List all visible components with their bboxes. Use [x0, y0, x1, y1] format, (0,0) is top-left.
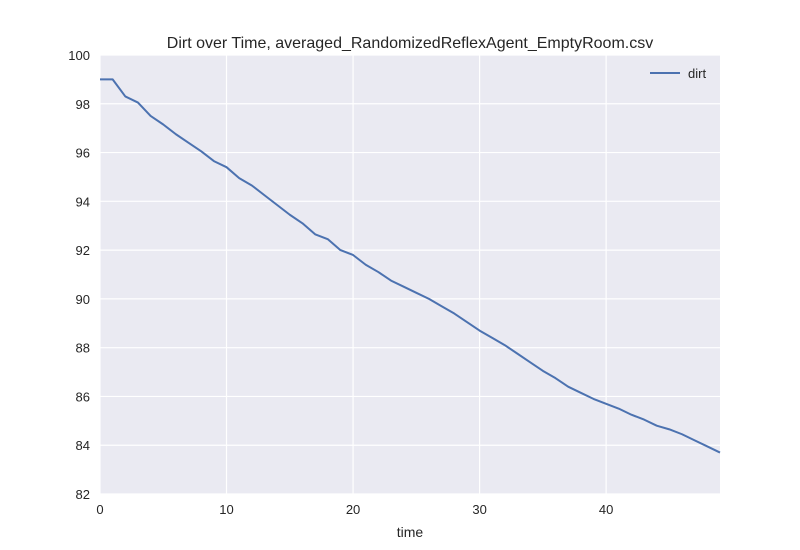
- plot-area: [100, 55, 720, 494]
- legend: dirt: [650, 66, 706, 81]
- chart-title: Dirt over Time, averaged_RandomizedRefle…: [167, 35, 653, 52]
- y-tick-label: 94: [76, 194, 90, 209]
- series-lines: [100, 78, 721, 454]
- y-tick-label: 96: [76, 146, 90, 161]
- x-tick-label: 0: [96, 502, 103, 517]
- x-axis-label: time: [397, 524, 424, 540]
- y-tick-label: 84: [76, 438, 90, 453]
- x-tick-label: 40: [599, 502, 613, 517]
- grid-lines: [99, 54, 720, 495]
- y-tick-label: 92: [76, 243, 90, 258]
- x-tick-labels: 0 10 20 30 40: [96, 502, 613, 517]
- y-tick-label: 86: [76, 389, 90, 404]
- x-tick-label: 10: [219, 502, 233, 517]
- y-tick-label: 98: [76, 97, 90, 112]
- y-tick-label: 100: [68, 48, 90, 63]
- legend-label-dirt: dirt: [688, 66, 706, 81]
- y-tick-labels: 82 84 86 88 90 92 94 96 98 100: [68, 48, 90, 502]
- x-tick-label: 30: [472, 502, 486, 517]
- x-tick-label: 20: [346, 502, 360, 517]
- y-tick-label: 82: [76, 487, 90, 502]
- y-tick-label: 88: [76, 341, 90, 356]
- y-tick-label: 90: [76, 292, 90, 307]
- series-line-dirt: [100, 78, 721, 454]
